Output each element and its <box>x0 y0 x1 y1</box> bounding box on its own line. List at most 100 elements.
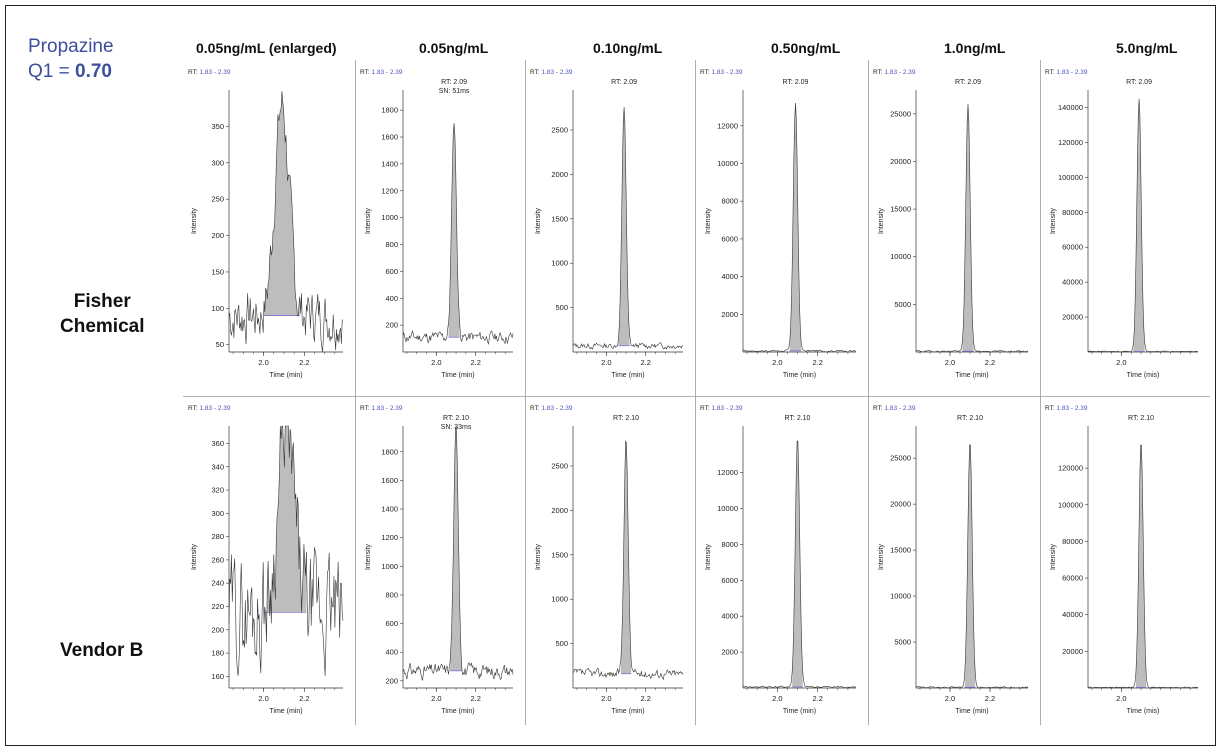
y-tick-label: 180 <box>211 649 224 658</box>
y-tick-label: 1000 <box>381 562 398 571</box>
y-tick-label: 2500 <box>551 125 568 134</box>
y-tick-label: 240 <box>211 579 224 588</box>
y-tick-label: 2000 <box>551 506 568 515</box>
x-axis-label: Time (min) <box>441 708 474 715</box>
peak-area <box>450 427 462 671</box>
y-tick-label: 1000 <box>551 259 568 268</box>
rt-range-value: 1.83 - 2.39 <box>541 69 572 76</box>
y-axis-label: Intensity <box>535 207 542 234</box>
y-tick-label: 20000 <box>890 500 911 509</box>
x-tick-label: 2.0 <box>772 358 782 367</box>
peak-area <box>1133 98 1145 352</box>
y-tick-label: 5000 <box>894 300 911 309</box>
y-tick-label: 40000 <box>1062 610 1083 619</box>
x-tick-label: 2.2 <box>299 694 309 703</box>
rt-range-label: RT: 1.83 - 2.39 <box>530 69 573 76</box>
y-tick-label: 140000 <box>1058 103 1083 112</box>
figure-frame <box>5 5 1216 746</box>
chromatogram-panel: RT: 1.83 - 2.39 5000 10000 15000 20000 25000 2… <box>873 405 1029 715</box>
rt-range-label: RT: 1.83 - 2.39 <box>873 405 916 412</box>
x-tick-label: 2.2 <box>640 694 650 703</box>
chromatogram-panel: RT: 1.83 - 2.39 500 1000 1500 2000 2500 2.0 2.2… <box>530 69 684 379</box>
column-header-0: 0.05ng/mL (enlarged) <box>196 40 337 56</box>
rt-range-label: RT: 1.83 - 2.39 <box>700 69 743 76</box>
peak-area <box>964 444 976 688</box>
peak-label: SN: 51ms <box>439 88 470 95</box>
rt-range-label: RT: 1.83 - 2.39 <box>188 405 231 412</box>
y-axis-label: Intensity <box>1050 543 1057 570</box>
y-tick-label: 15000 <box>890 546 911 555</box>
y-tick-label: 60000 <box>1062 574 1083 583</box>
y-axis-label: Intensity <box>878 543 885 570</box>
row-label-fisher: Fisher Chemical <box>60 291 145 337</box>
y-tick-label: 2000 <box>721 310 738 319</box>
peak-label: RT: 2.10 <box>785 415 811 422</box>
q1-value: 0.70 <box>75 61 112 82</box>
chromatogram-panel: RT: 1.83 - 2.39 200 400 600 800 1000 1200 1400 1… <box>360 405 514 715</box>
peak-area <box>448 123 460 338</box>
rt-range-label: RT: 1.83 - 2.39 <box>360 69 403 76</box>
y-tick-label: 340 <box>211 462 224 471</box>
compound-title: Propazine Q1 = 0.70 <box>28 34 114 84</box>
y-tick-label: 200 <box>385 321 398 330</box>
rt-prefix: RT: <box>188 69 199 76</box>
rt-prefix: RT: <box>530 405 541 412</box>
y-tick-label: 20000 <box>1062 647 1083 656</box>
y-tick-label: 150 <box>211 267 224 276</box>
peak-area <box>264 426 307 643</box>
chromatogram-trace <box>228 425 344 676</box>
peak-label: RT: 2.10 <box>613 415 639 422</box>
x-tick-label: 2.2 <box>299 358 309 367</box>
rt-prefix: RT: <box>873 69 884 76</box>
peak-label: RT: 2.09 <box>955 79 981 86</box>
rt-range-value: 1.83 - 2.39 <box>371 69 402 76</box>
x-axis-label: Time (min) <box>441 372 474 379</box>
peak-area <box>962 104 974 352</box>
y-tick-label: 1200 <box>381 186 398 195</box>
x-axis-label: Time (min) <box>955 372 988 379</box>
y-tick-label: 40000 <box>1062 278 1083 287</box>
rt-range-label: RT: 1.83 - 2.39 <box>1045 405 1088 412</box>
y-tick-label: 200 <box>211 231 224 240</box>
y-tick-label: 20000 <box>1062 313 1083 322</box>
x-tick-label: 2.2 <box>812 694 822 703</box>
y-tick-label: 400 <box>385 648 398 657</box>
x-axis-label: Time (min) <box>269 372 302 379</box>
q1-prefix: Q1 = <box>28 61 75 82</box>
chromatogram-panel: RT: 1.83 - 2.39 200 400 600 800 1000 1200 1400 1… <box>360 69 514 379</box>
y-axis-label: Intensity <box>365 543 372 570</box>
y-tick-label: 10000 <box>890 252 911 261</box>
rt-range-label: RT: 1.83 - 2.39 <box>188 69 231 76</box>
y-tick-label: 1400 <box>381 505 398 514</box>
rt-range-value: 1.83 - 2.39 <box>1056 405 1087 412</box>
y-tick-label: 12000 <box>717 121 738 130</box>
chromatogram-trace <box>1087 444 1199 689</box>
rt-range-value: 1.83 - 2.39 <box>711 69 742 76</box>
y-tick-label: 15000 <box>890 205 911 214</box>
y-tick-label: 10000 <box>717 159 738 168</box>
y-axis-label: Intensity <box>705 543 712 570</box>
rt-range-label: RT: 1.83 - 2.39 <box>530 405 573 412</box>
x-tick-label: 2.2 <box>470 694 480 703</box>
chromatogram-trace <box>228 91 344 353</box>
peak-label: SN: 33ms <box>441 424 472 431</box>
x-axis-label: Time (min) <box>783 708 816 715</box>
chromatogram-trace <box>742 102 857 353</box>
y-tick-label: 280 <box>211 532 224 541</box>
y-tick-label: 25000 <box>890 454 911 463</box>
peak-area <box>792 441 803 687</box>
y-axis-label: Intensity <box>878 207 885 234</box>
y-tick-label: 260 <box>211 555 224 564</box>
y-tick-label: 10000 <box>717 504 738 513</box>
y-tick-label: 6000 <box>721 576 738 585</box>
y-tick-label: 160 <box>211 672 224 681</box>
peak-label: RT: 2.10 <box>957 415 983 422</box>
compound-name: Propazine <box>28 36 114 57</box>
y-tick-label: 1500 <box>551 550 568 559</box>
x-tick-label: 2.0 <box>601 358 611 367</box>
y-tick-label: 800 <box>385 590 398 599</box>
chromatogram-trace <box>572 107 684 350</box>
y-tick-label: 8000 <box>721 197 738 206</box>
peak-label: RT: 2.10 <box>443 415 469 422</box>
